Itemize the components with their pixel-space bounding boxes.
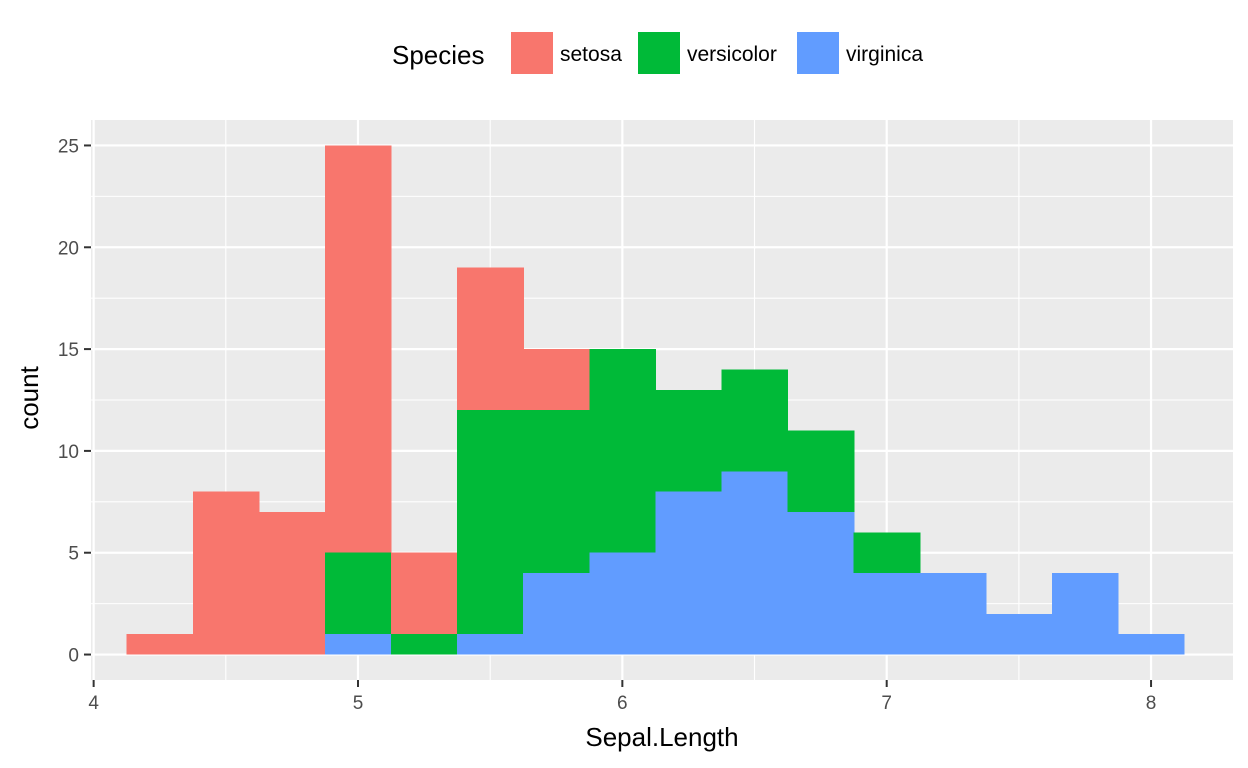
legend-item-virginica: virginica: [797, 32, 923, 74]
bar-setosa: [324, 145, 392, 553]
bar-versicolor: [655, 389, 723, 492]
x-tick-label: 6: [617, 693, 628, 714]
legend-label-virginica: virginica: [846, 43, 923, 66]
y-axis: 0 5 10 15 20 25: [58, 136, 91, 667]
bar-versicolor: [391, 634, 458, 655]
bar-virginica: [721, 471, 789, 655]
bar-virginica: [853, 573, 921, 655]
legend-key-versicolor: [638, 32, 680, 74]
bar-virginica: [589, 552, 656, 655]
y-tick-label: 5: [68, 544, 79, 565]
y-tick-label: 25: [58, 136, 79, 157]
bar-virginica: [457, 634, 524, 655]
bar-versicolor: [721, 369, 789, 472]
bar-virginica: [985, 613, 1053, 655]
y-tick-label: 15: [58, 340, 79, 361]
legend-key-setosa: [511, 32, 553, 74]
legend-key-virginica: [797, 32, 839, 74]
x-tick-label: 5: [353, 693, 364, 714]
bar-setosa: [523, 349, 590, 411]
x-axis: 4 5 6 7 8: [88, 680, 1156, 714]
bar-virginica: [523, 573, 590, 655]
y-tick-label: 10: [58, 442, 79, 463]
bar-virginica: [655, 491, 723, 655]
bar-virginica: [919, 573, 987, 655]
bar-setosa: [457, 267, 524, 411]
bar-setosa: [192, 491, 260, 655]
bar-versicolor: [787, 430, 855, 512]
x-tick-label: 8: [1146, 693, 1157, 714]
x-tick-label: 4: [88, 693, 99, 714]
bar-setosa: [391, 552, 458, 635]
bar-versicolor: [523, 410, 590, 574]
x-axis-title: Sepal.Length: [585, 722, 738, 752]
bar-versicolor: [853, 532, 921, 574]
legend-item-versicolor: versicolor: [638, 32, 777, 74]
x-tick-label: 7: [881, 693, 892, 714]
legend-title: Species: [392, 40, 485, 70]
legend-item-setosa: setosa: [511, 32, 622, 74]
bar-virginica: [787, 512, 855, 655]
bar-setosa: [258, 512, 326, 655]
bar-virginica: [1118, 634, 1185, 655]
bar-virginica: [1051, 573, 1119, 655]
legend-label-versicolor: versicolor: [687, 43, 777, 66]
legend: Species setosa versicolor virginica: [392, 32, 923, 74]
bar-setosa: [126, 634, 194, 655]
bar-versicolor: [589, 349, 656, 553]
y-tick-label: 0: [68, 646, 79, 667]
y-axis-title: count: [14, 365, 44, 429]
bar-versicolor: [324, 552, 392, 635]
bar-versicolor: [457, 410, 524, 635]
y-tick-label: 20: [58, 238, 79, 259]
legend-label-setosa: setosa: [560, 43, 622, 66]
bar-virginica: [324, 634, 392, 655]
bars: [126, 145, 1185, 655]
